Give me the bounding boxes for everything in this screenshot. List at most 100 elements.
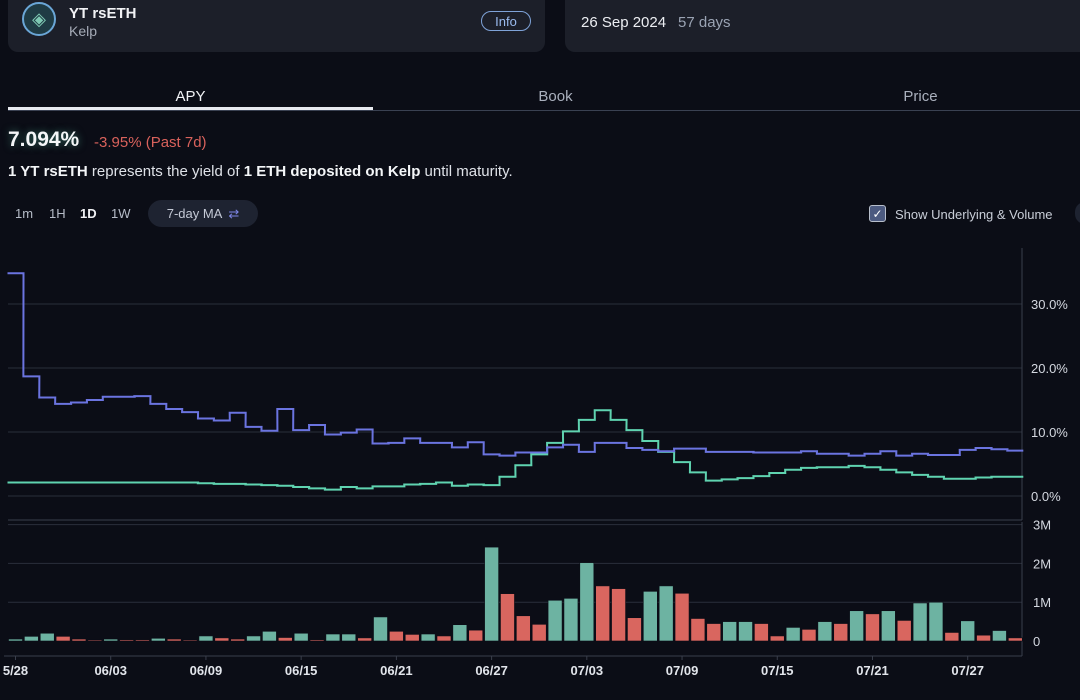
volume-bar [579,562,595,642]
volume-bar [658,585,674,642]
desc-text: represents the yield of [87,163,244,180]
y-tick-label: 0.0% [1031,489,1061,504]
x-tick-label: 06/03 [94,663,127,678]
volume-bar [928,601,944,642]
volume-bar [103,638,119,642]
x-tick-label: 07/15 [761,663,794,678]
volume-bar [71,638,87,642]
volume-bar [516,615,531,642]
volume-bar [373,616,388,642]
volume-bar [262,630,277,642]
volume-bar [420,633,436,642]
timeframe-1m[interactable]: 1m [15,206,34,221]
volume-bar [595,585,610,642]
volume-bar [309,639,325,642]
volume-bar [500,593,515,642]
volume-bar [357,637,372,642]
y-tick-label: 2M [1033,556,1051,571]
volume-bar [214,637,230,642]
ethereum-layers-icon: ◈ [22,2,56,36]
ma-label: 7-day MA [166,206,223,221]
y-tick-label: 30.0% [1031,297,1068,312]
y-tick-label: 10.0% [1031,425,1068,440]
volume-bar [230,638,245,642]
tab-book[interactable]: Book [538,88,573,105]
volume-bar [833,623,849,642]
volume-bar [769,635,785,642]
y-tick-label: 3M [1033,518,1051,533]
volume-bar [674,592,690,642]
volume-bar [738,621,753,642]
volume-bar [436,635,452,642]
y-tick-label: 1M [1033,595,1051,610]
volume-bar [182,639,198,642]
chart-settings-button[interactable] [1075,202,1080,224]
volume-bar [24,636,39,642]
y-tick-label: 0 [1033,634,1040,649]
apy-change: -3.95% (Past 7d) [94,134,207,151]
desc-token: 1 YT rsETH [8,163,88,180]
timeframe-1h[interactable]: 1H [49,206,66,221]
volume-bar [531,624,547,642]
volume-bar [389,630,404,642]
desc-underlying: 1 ETH deposited on Kelp [243,163,421,180]
volume-bar [277,637,293,642]
volume-bar [754,623,769,642]
timeframe-1w[interactable]: 1W [111,206,131,221]
volume-bar [722,621,737,642]
x-tick-label: 06/27 [475,663,508,678]
volume-bar [690,618,706,642]
volume-bar [849,610,864,642]
maturity-date: 26 Sep 2024 [581,14,667,31]
active-tab-indicator [8,107,373,110]
volume-bar [166,638,182,642]
volume-bar [452,624,468,642]
volume-bar [865,613,880,642]
x-tick-label: 5/28 [3,663,28,678]
volume-bar [912,602,928,642]
x-tick-label: 07/09 [666,663,699,678]
volume-bar [198,635,214,642]
volume-bar [151,637,166,642]
desc-text-end: until maturity. [420,163,513,180]
volume-bar [976,634,991,642]
current-apy: 7.094% [8,128,80,151]
volume-bar [246,635,261,642]
x-tick-label: 07/21 [856,663,889,678]
volume-bar [563,598,579,642]
volume-bar [8,638,23,642]
timeframe-1d[interactable]: 1D [80,206,97,221]
x-tick-label: 06/21 [380,663,413,678]
show-underlying-label: Show Underlying & Volume [895,207,1053,222]
implied-apy-line [7,272,1024,457]
chart-tabs: APY Book Price [8,86,1080,111]
moving-average-toggle[interactable]: 7-day MA ⇄ [148,200,258,227]
volume-bar [87,639,103,642]
volume-bar [341,633,357,642]
volume-bar [293,632,309,642]
volume-bar [642,591,658,642]
y-tick-label: 20.0% [1031,361,1068,376]
x-tick-label: 07/03 [571,663,604,678]
volume-bar [944,632,960,642]
token-card: ◈ YT rsETH Kelp Info [8,0,545,52]
tab-apy[interactable]: APY [175,88,206,105]
volume-bar [39,632,55,642]
volume-bar [484,546,499,642]
tab-price[interactable]: Price [903,88,938,105]
token-name: YT rsETH [69,5,137,22]
info-button[interactable]: Info [481,11,531,31]
checkmark-icon: ✓ [872,206,883,221]
volume-bar [960,620,976,642]
days-to-maturity: 57 days [678,14,731,31]
volume-bar [611,588,626,642]
show-underlying-checkbox[interactable]: ✓ [869,205,886,222]
volume-bar [706,623,722,642]
volume-bar [119,639,134,642]
underlying-apy-line [7,409,1024,491]
volume-bar [55,636,71,642]
volume-bar [325,633,341,642]
volume-bar [547,599,563,642]
volume-bar [135,639,150,642]
